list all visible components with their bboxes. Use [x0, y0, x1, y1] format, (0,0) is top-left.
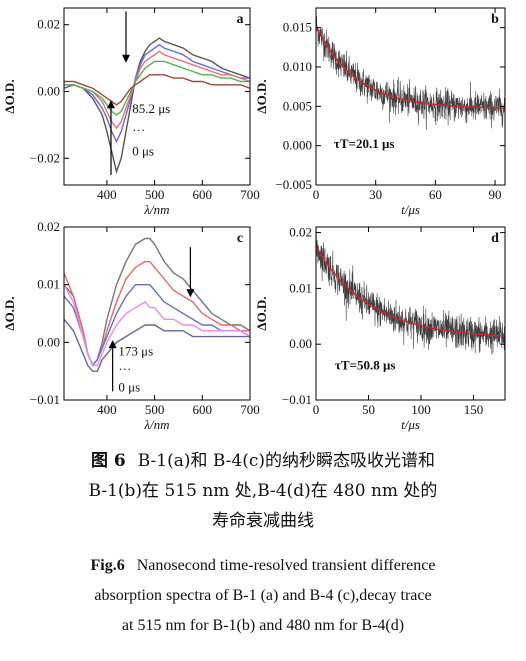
y-tick-label-c-3: 0.02 [37, 219, 60, 234]
axes-frame-c [63, 226, 251, 401]
y-tick-label-a-1: 0.00 [37, 83, 60, 98]
x-tick-label-d-2: 100 [411, 402, 431, 417]
y-tick-label-a-2: 0.02 [37, 17, 60, 32]
caption-cn-line-1: B-1(a)和 B-4(c)的纳秒瞬态吸收光谱和 [137, 451, 436, 471]
lifetime-annotation-d: τT=50.8 μs [335, 357, 396, 372]
plot-area-d [316, 227, 505, 355]
caption-en-label: Fig.6 [90, 557, 125, 574]
annotation-c-2: … [118, 358, 131, 373]
fit-curve-b [316, 25, 505, 109]
x-tick-label-d-3: 150 [464, 402, 484, 417]
x-tick-label-a-0: 400 [97, 187, 117, 202]
caption-en-line-2: absorption spectra of B-1 (a) and B-4 (c… [94, 587, 432, 604]
axes-frame-d [315, 226, 506, 401]
x-tick-label-c-0: 400 [97, 402, 117, 417]
series-line-a-3 [64, 50, 250, 130]
series-line-a-5 [64, 74, 250, 106]
y-tick-label-b-0: −0.005 [275, 177, 312, 192]
x-tick-label-b-2: 60 [429, 187, 442, 202]
plot-area-b [316, 16, 505, 130]
annotation-a-3: 0 μs [132, 144, 154, 159]
x-tick-label-b-0: 0 [313, 187, 320, 202]
x-tick-label-a-1: 500 [145, 187, 165, 202]
raw-trace-d [316, 227, 505, 355]
x-tick-label-a-3: 700 [240, 187, 260, 202]
axes-frame-a [63, 7, 251, 186]
panel-b: 0 30 60 90 −0.005 0.000 0.005 0.010 0.015 t/μs ΔO.… [254, 7, 506, 217]
y-tick-label-b-1: 0.000 [283, 138, 312, 153]
caption-en-line-1: Nanosecond time-resolved transient diffe… [136, 557, 436, 574]
y-axis-label-c: ΔO.D. [2, 296, 17, 330]
panel-letter-c: c [237, 231, 243, 246]
series-line-c-1 [64, 237, 250, 367]
x-axis-label-a: λ/nm [143, 202, 169, 217]
panel-letter-a: a [237, 12, 244, 27]
caption-en-line-3: at 515 nm for B-1(b) and 480 nm for B-4(… [121, 617, 405, 634]
plot-area-c [64, 237, 250, 372]
arrowhead-up-c [108, 340, 117, 349]
panel-letter-b: b [491, 12, 499, 27]
caption-chinese: 图 6 B-1(a)和 B-4(c)的纳秒瞬态吸收光谱和 B-1(b)在 515 … [0, 446, 526, 536]
arrowhead-down-c [186, 289, 195, 298]
series-line-c-2 [64, 260, 250, 367]
caption-cn-line-3: 寿命衰减曲线 [212, 511, 314, 531]
x-axis-label-b: t/μs [401, 202, 420, 217]
y-tick-label-b-4: 0.015 [283, 20, 312, 35]
x-tick-label-a-2: 600 [193, 187, 213, 202]
y-tick-label-c-1: 0.00 [37, 334, 60, 349]
lifetime-annotation-b: τT=20.1 μs [334, 136, 395, 151]
y-tick-label-d-3: 0.02 [289, 225, 312, 240]
series-line-a-4 [64, 60, 250, 116]
series-line-a-2 [64, 43, 250, 144]
figure: 400 500 600 700−0.020.000.02λ/nmΔO.D.a85.2 … [2, 7, 506, 432]
series-line-c-5 [64, 318, 250, 372]
x-tick-label-c-3: 700 [240, 402, 260, 417]
y-tick-label-b-2: 0.005 [283, 98, 312, 113]
arrowhead-up-a [107, 100, 115, 109]
x-tick-label-c-2: 600 [193, 402, 213, 417]
x-tick-label-b-3: 90 [489, 187, 502, 202]
x-tick-label-d-1: 50 [362, 402, 375, 417]
panel-d: 0 50 100 150 −0.01 0.00 0.01 0.02 t/μs ΔO.D. d τT=5… [254, 225, 506, 432]
y-tick-label-c-0: −0.01 [30, 392, 60, 407]
y-axis-label-b: ΔO.D. [254, 79, 269, 113]
x-tick-label-b-1: 30 [369, 187, 382, 202]
panel-a: 400 500 600 700 −0.02 0.00 0.02 λ/nm ΔO.D. a 85.2 … [2, 7, 260, 217]
y-axis-label-a: ΔO.D. [2, 79, 17, 113]
axes-frame-b [315, 7, 506, 186]
series-line-a-1 [64, 37, 250, 175]
x-tick-label-c-1: 500 [145, 402, 165, 417]
y-tick-label-d-0: −0.01 [282, 392, 312, 407]
annotation-a-2: … [132, 119, 145, 134]
y-tick-label-a-0: −0.02 [30, 150, 60, 165]
x-tick-label-d-0: 0 [313, 402, 320, 417]
y-tick-label-d-1: 0.00 [289, 336, 312, 351]
raw-trace-b [316, 16, 505, 130]
y-tick-label-b-3: 0.010 [283, 59, 312, 74]
annotation-c-1: 173 μs [118, 344, 153, 359]
y-tick-label-c-2: 0.01 [37, 277, 60, 292]
panel-c: 400 500 600 700 −0.01 0.00 0.01 0.02 λ/nm ΔO.D. c 1… [2, 219, 260, 432]
panel-letter-d: d [491, 231, 499, 246]
y-axis-label-d: ΔO.D. [254, 296, 269, 330]
fit-curve-d [316, 246, 505, 337]
series-line-c-4 [64, 284, 250, 367]
arrowhead-down-a [122, 54, 130, 63]
caption-english: Fig.6 Nanosecond time-resolved transient … [0, 551, 526, 641]
x-axis-label-c: λ/nm [143, 417, 169, 432]
caption-cn-label: 图 6 [90, 451, 126, 471]
x-axis-label-d: t/μs [401, 417, 420, 432]
y-tick-label-d-2: 0.01 [289, 280, 312, 295]
caption-cn-line-2: B-1(b)在 515 nm 处,B-4(d)在 480 nm 处的 [88, 481, 438, 501]
annotation-c-3: 0 μs [118, 379, 140, 394]
annotation-a-1: 85.2 μs [132, 101, 170, 116]
plot-area-a [64, 37, 250, 175]
